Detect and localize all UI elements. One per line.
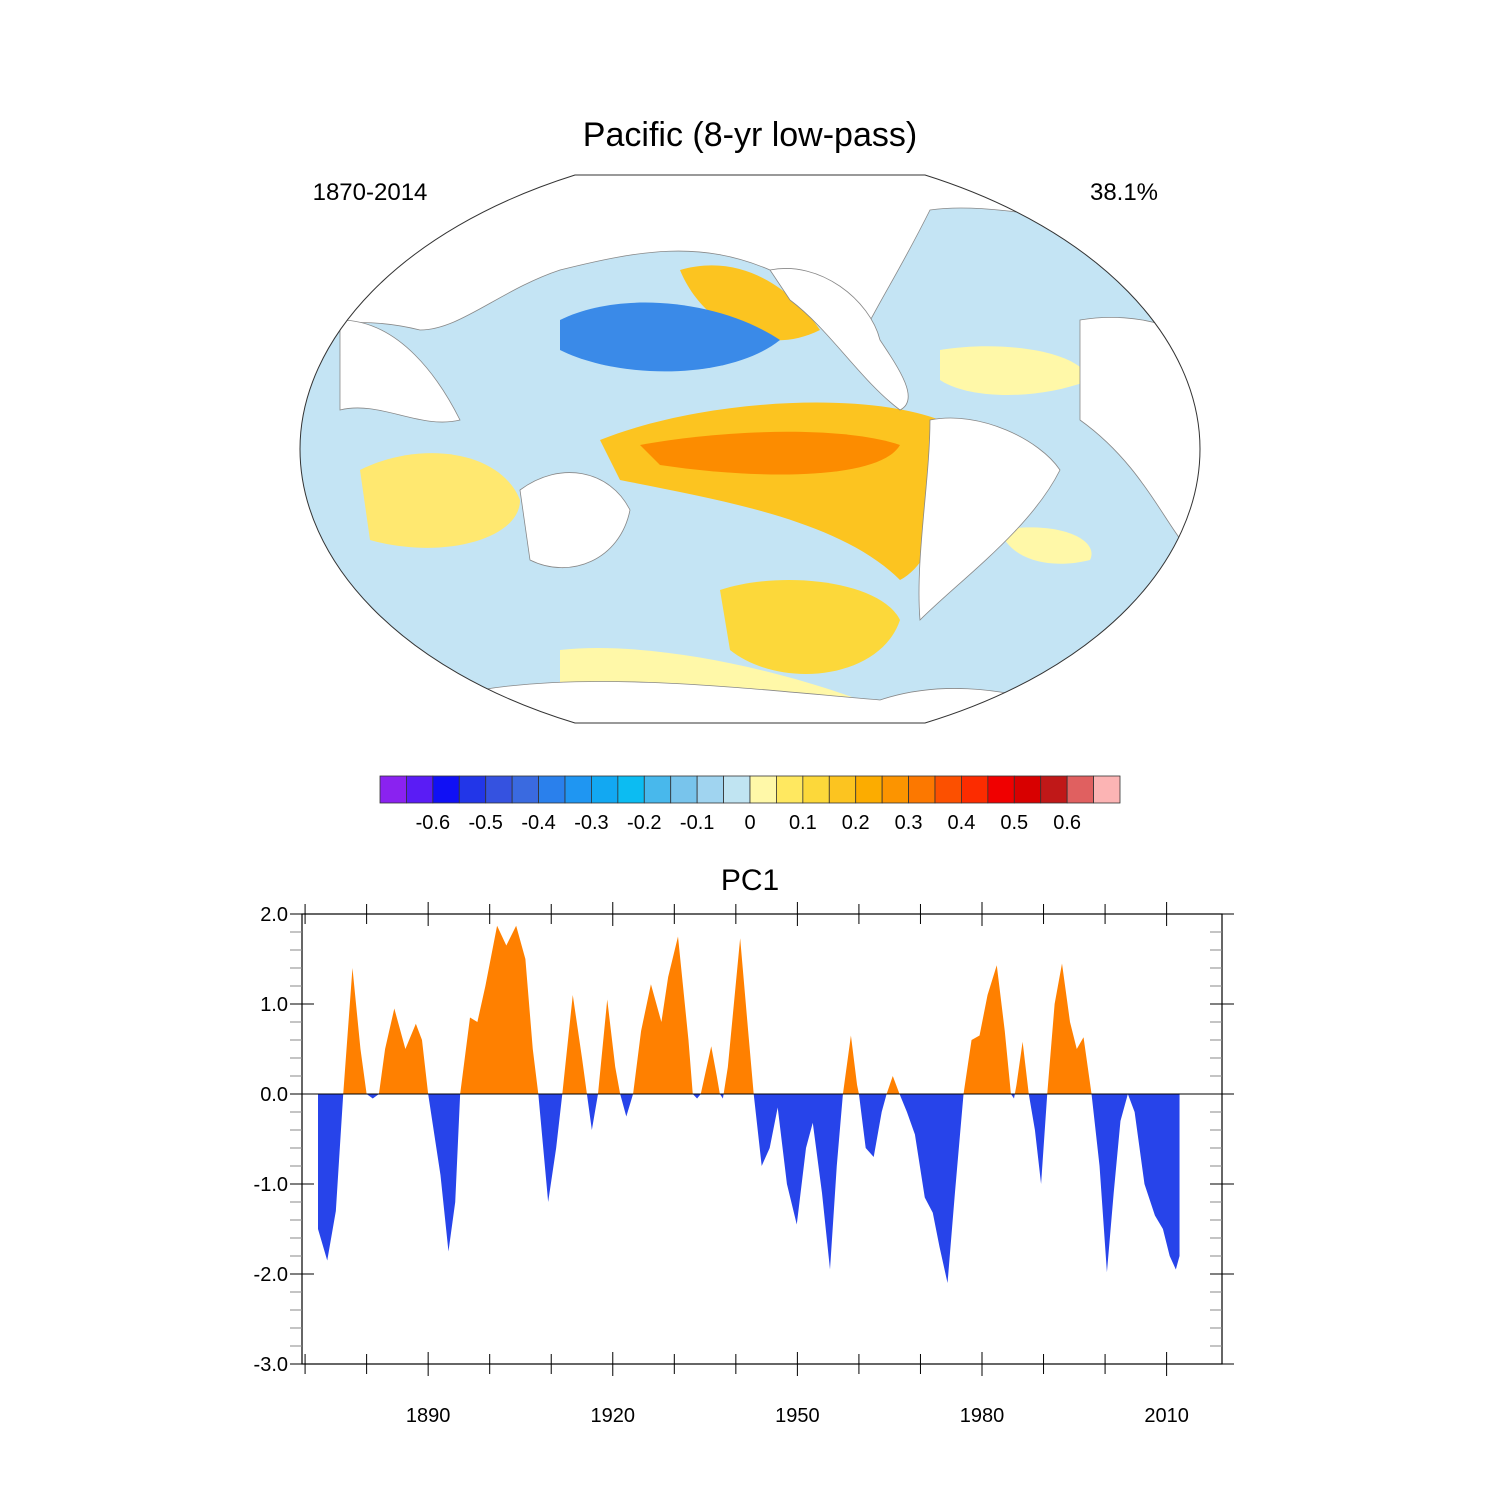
y-tick-label: 0.0 [260, 1084, 288, 1106]
y-tick-label: 2.0 [260, 904, 288, 926]
x-tick-label: 2010 [1144, 1405, 1189, 1427]
continent [918, 417, 1061, 621]
map-left-label: 1870-2014 [313, 179, 428, 206]
colorbar-box [458, 775, 487, 804]
colorbar-label: 0.2 [842, 812, 870, 834]
plot-frame [301, 913, 1223, 1365]
anomaly-patch [640, 431, 900, 475]
colorbar-label: -0.4 [521, 812, 555, 834]
colorbar-box [881, 775, 909, 804]
positive-area [318, 925, 1180, 1094]
colorbar-label: 0.1 [789, 812, 817, 834]
colorbar-label: -0.3 [574, 812, 608, 834]
colorbar-label: -0.2 [627, 812, 661, 834]
colorbar: -0.6 -0.5 -0.4 -0.3 -0.2 -0.1 0 0.1 0.2 0.3 0.4 0.5… [379, 775, 1121, 834]
colorbar-box [485, 775, 513, 804]
colorbar-label: 0.5 [1000, 812, 1028, 834]
plot: 2.0 1.0 0.0 -1.0 -2.0 -3.0 1890 1920 1950 1980 201… [254, 902, 1234, 1427]
anomaly-patch [940, 346, 1090, 395]
map-field [300, 175, 1200, 723]
colorbar-box [643, 775, 672, 804]
colorbar-box [406, 775, 434, 804]
x-tick-label: 1950 [775, 1405, 820, 1427]
colorbar-box [828, 775, 857, 804]
colorbar-box [432, 775, 460, 804]
x-tick-label: 1920 [591, 1405, 636, 1427]
colorbar-box [776, 775, 804, 804]
colorbar-label: 0.3 [895, 812, 923, 834]
colorbar-box [749, 775, 777, 804]
colorbar-box [696, 775, 724, 804]
anomaly-patch [360, 453, 520, 548]
colorbar-box [802, 775, 830, 804]
negative-area [318, 1094, 1180, 1283]
anomaly-patch [1000, 527, 1092, 564]
map-title: Pacific (8-yr low-pass) [583, 116, 917, 154]
colorbar-label: -0.1 [680, 812, 714, 834]
continent [339, 319, 461, 423]
colorbar-box [934, 775, 962, 804]
anomaly-patch [720, 580, 900, 674]
colorbar-box [617, 775, 645, 804]
colorbar-box [1013, 775, 1042, 804]
colorbar-label: -0.6 [416, 812, 450, 834]
colorbar-box [564, 775, 592, 804]
continent [769, 268, 909, 411]
colorbar-box [855, 775, 883, 804]
colorbar-box [1093, 775, 1121, 804]
anomaly-patch [680, 265, 820, 341]
colorbar-box [591, 775, 619, 804]
colorbar-box [1040, 775, 1068, 804]
colorbar-box [987, 775, 1015, 804]
colorbar-box [723, 775, 751, 804]
y-tick-label: -3.0 [254, 1354, 288, 1376]
colorbar-box [961, 775, 989, 804]
colorbar-box [1066, 775, 1094, 804]
colorbar-box [379, 775, 407, 804]
colorbar-box [538, 775, 566, 804]
continent [519, 472, 631, 568]
colorbar-label: 0.4 [948, 812, 976, 834]
anomaly-patch [560, 302, 780, 372]
x-tick-label: 1980 [960, 1405, 1005, 1427]
map-right-label: 38.1% [1090, 179, 1158, 206]
colorbar-label: -0.5 [468, 812, 502, 834]
colorbar-box [670, 775, 698, 804]
x-tick-label: 1890 [406, 1405, 451, 1427]
y-tick-label: 1.0 [260, 994, 288, 1016]
y-tick-label: -2.0 [254, 1264, 288, 1286]
colorbar-box [908, 775, 936, 804]
colorbar-label: 0 [744, 812, 755, 834]
colorbar-label: 0.6 [1053, 812, 1081, 834]
y-tick-label: -1.0 [254, 1174, 288, 1196]
colorbar-box [511, 775, 539, 804]
map-outline [299, 174, 1201, 724]
plot-title: PC1 [721, 864, 779, 897]
